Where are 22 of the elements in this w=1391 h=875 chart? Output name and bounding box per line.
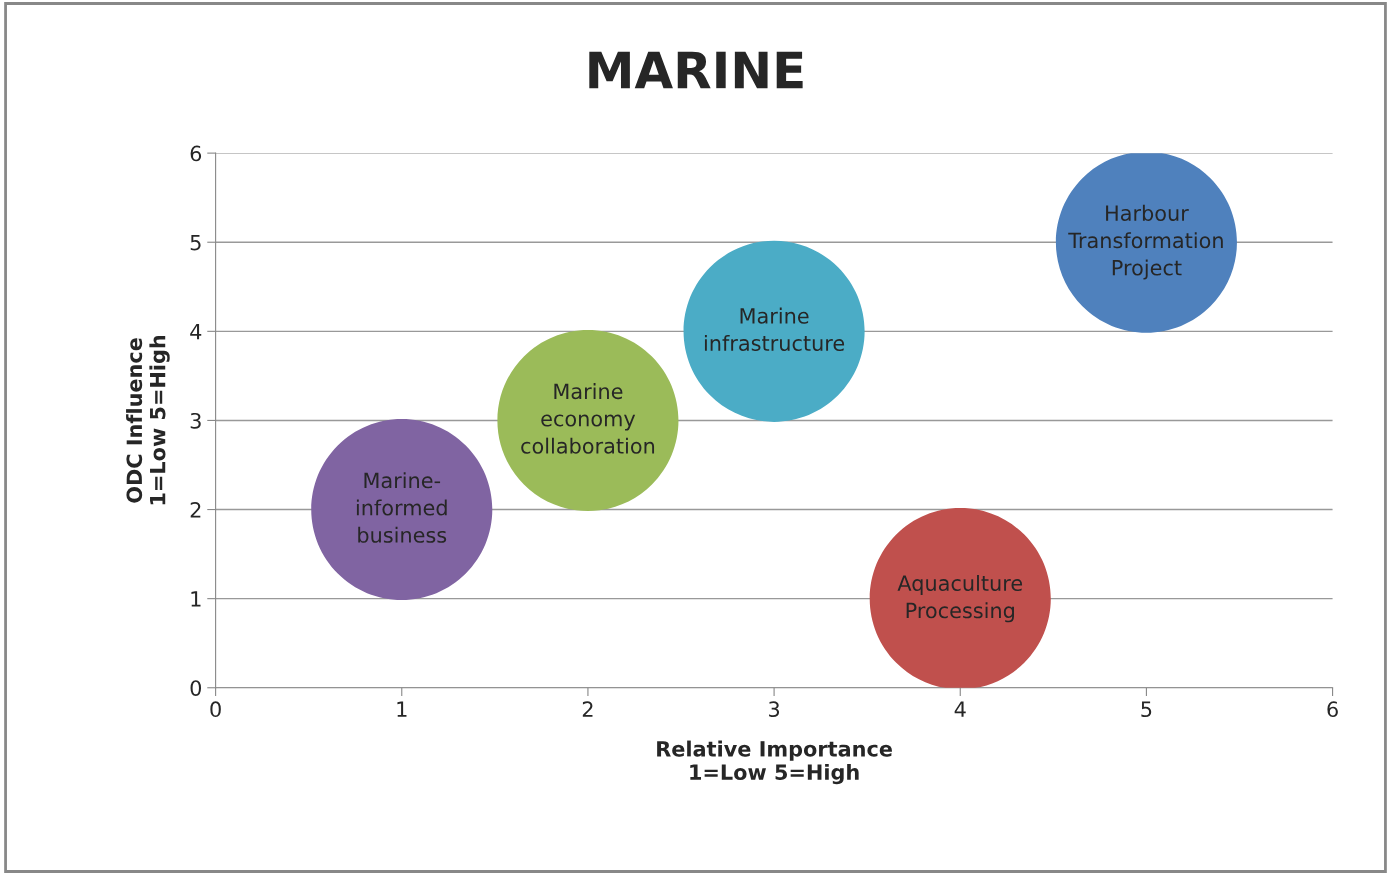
x-tick-label: 0 xyxy=(210,701,221,718)
y-tick-label: 2 xyxy=(190,501,201,518)
x-tick-label: 4 xyxy=(954,701,966,717)
y-tick-label: 5 xyxy=(190,234,201,251)
annotation: Marine infrastructure xyxy=(704,307,845,352)
x-axis-title: Relative Importance 1=Low 5=High xyxy=(657,740,892,785)
chart-title: MARINE xyxy=(589,51,803,89)
x-tick-label: 3 xyxy=(769,701,780,718)
annotation: Marine- informed business xyxy=(356,472,447,543)
y-axis-title: ODC Influence 1=Low 5=High xyxy=(126,335,170,505)
y-tick-label: 1 xyxy=(191,591,201,607)
x-tick-label: 1 xyxy=(397,701,407,717)
y-tick-label: 4 xyxy=(190,324,202,340)
y-tick-label: 3 xyxy=(190,412,201,429)
y-tick-label: 6 xyxy=(190,145,202,162)
x-tick-label: 2 xyxy=(582,701,593,717)
x-tick-label: 5 xyxy=(1141,701,1152,718)
y-tick-label: 0 xyxy=(190,680,202,696)
annotation: Marine economy collaboration xyxy=(521,383,655,454)
annotation: Harbour Transformation Project xyxy=(1068,204,1223,280)
annotation: Aquaculture Processing xyxy=(897,574,1023,623)
x-tick-label: 6 xyxy=(1327,701,1338,718)
